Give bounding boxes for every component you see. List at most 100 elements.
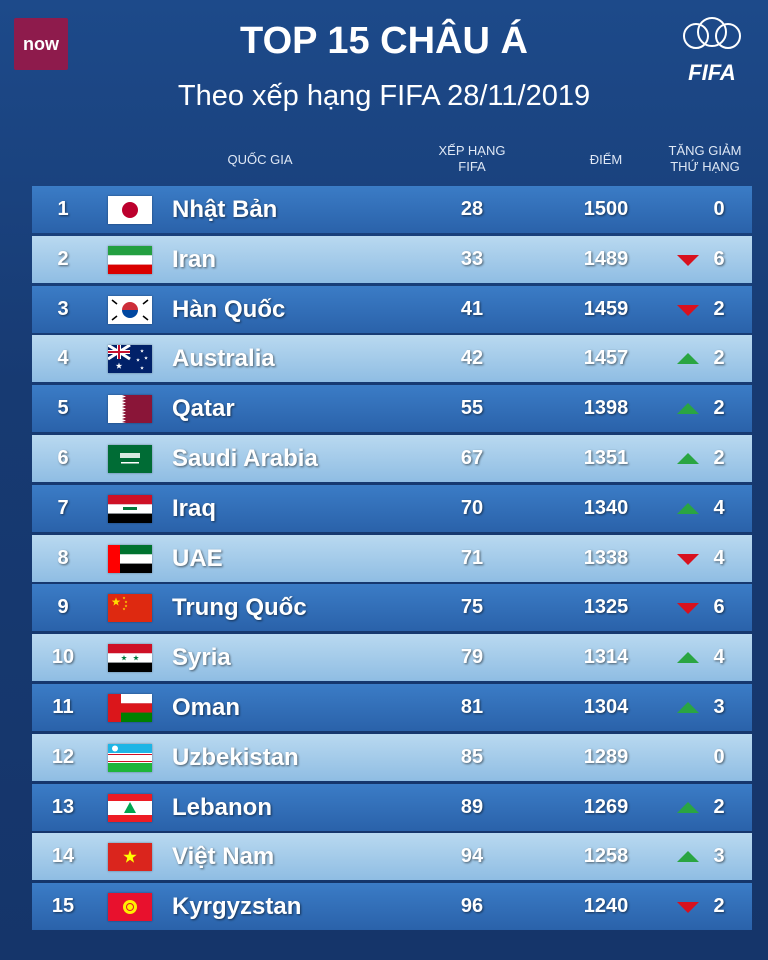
arrow-up [677,353,699,365]
col-header: XẾP HẠNG FIFA [412,143,532,175]
flag [108,196,152,224]
rank-change: 2 [713,895,725,918]
table-row: 6 Saudi Arabia 67 1351 2 [32,435,752,482]
rank-change: 4 [713,496,725,519]
flag [108,694,152,722]
fifa-rank: 42 [460,347,484,370]
fifa-rank: 70 [460,496,484,519]
rank-change: 2 [713,795,725,818]
flag [108,445,152,473]
table-row: 8 UAE 71 1338 4 [32,534,752,582]
points: 1459 [583,297,629,320]
fifa-rank: 28 [460,198,484,220]
rank: 15 [51,895,75,918]
country: Việt Nam [172,843,275,871]
points: 1269 [583,795,629,818]
country: Syria [172,644,231,672]
rank: 12 [51,745,75,768]
flag [108,893,152,922]
table-row: 3 Hàn Quốc 41 1459 2 [32,285,752,333]
points: 1457 [583,347,629,370]
points: 1500 [583,198,629,220]
title: TOP 15 CHÂU Á [240,20,528,62]
country: Lebanon [172,793,272,821]
country: Oman [172,694,241,721]
fifa-rank: 85 [460,745,484,768]
arrow-up [677,652,699,664]
rank-change: 6 [713,596,725,619]
table-row: 11 Oman 81 1304 3 [32,684,752,731]
col-header-line: THỨ HẠNG [670,159,740,174]
flag [107,344,152,374]
points: 1338 [583,546,629,569]
flag [108,594,152,623]
arrow-up [677,403,699,415]
country: Nhật Bản [172,196,278,223]
table-row: 15 Kyrgyzstan 96 1240 2 [32,883,752,931]
subtitle: Theo xếp hạng FIFA 28/11/2019 [177,80,591,112]
points: 1398 [583,397,629,420]
arrow-up [677,502,699,514]
arrow-down [677,304,699,316]
rank: 2 [57,247,69,270]
country: Hàn Quốc [172,295,286,323]
fifa-rank: 89 [460,795,484,818]
rank-change: 2 [713,447,725,469]
fifa-rank: 96 [460,895,484,918]
table-row: 4 Australia 42 1457 2 [32,335,752,383]
table-row: 5 Qatar 55 1398 2 [32,385,752,433]
rank: 14 [51,845,75,868]
table-row: 12 Uzbekistan 85 1289 0 [32,733,752,781]
rank: 1 [57,198,69,220]
rank-change: 2 [713,397,725,420]
table-row: 7 Iraq 70 1340 4 [32,484,752,532]
table-row: 14 Việt Nam 94 1258 3 [32,833,752,881]
col-header: ĐIỂM [589,152,623,167]
rank: 3 [57,297,69,320]
flag [108,245,152,274]
fifa-rank: 75 [460,596,484,619]
points: 1325 [583,596,629,619]
points: 1240 [583,895,629,918]
rank: 10 [51,646,75,669]
points: 1351 [583,447,629,469]
fifa-rank: 67 [460,447,484,469]
col-header: TĂNG GIẢM THỨ HẠNG [650,143,760,175]
fifa-rank: 41 [460,297,484,320]
points: 1289 [583,745,629,768]
table-row: 1 Nhật Bản 28 1500 0 [32,186,752,233]
country: Qatar [172,395,235,423]
fifa-rank: 33 [460,247,484,270]
rank-change: 3 [713,845,725,868]
arrow-up [677,453,699,464]
rank: 7 [57,496,69,519]
col-header-line: TĂNG GIẢM [668,143,742,158]
points: 1489 [583,247,629,270]
points: 1304 [583,696,629,718]
arrow-up [677,702,699,713]
country: Trung Quốc [172,594,307,622]
rank-change: 2 [713,347,725,370]
country: Iran [172,245,217,273]
flag [108,644,152,673]
rank-change: 0 [713,745,725,768]
flag [108,395,152,424]
table-row: 2 Iran 33 1489 6 [32,235,752,283]
rank-change: 6 [713,247,725,270]
country: Kyrgyzstan [172,893,302,921]
table-row: 10 Syria 79 1314 4 [32,634,752,682]
fifa-rank: 71 [460,546,484,569]
rank: 5 [57,397,69,420]
rank-change: 4 [713,546,725,569]
points: 1340 [583,496,629,519]
rank: 6 [57,447,69,469]
rank-change: 2 [713,297,725,320]
flag [108,494,152,523]
flag [108,295,152,324]
fifa-rank: 81 [460,696,484,718]
table-row: 9 Trung Quốc 75 1325 6 [32,584,752,632]
country: UAE [172,544,223,572]
now-logo: now [14,18,68,70]
points: 1258 [583,845,629,868]
